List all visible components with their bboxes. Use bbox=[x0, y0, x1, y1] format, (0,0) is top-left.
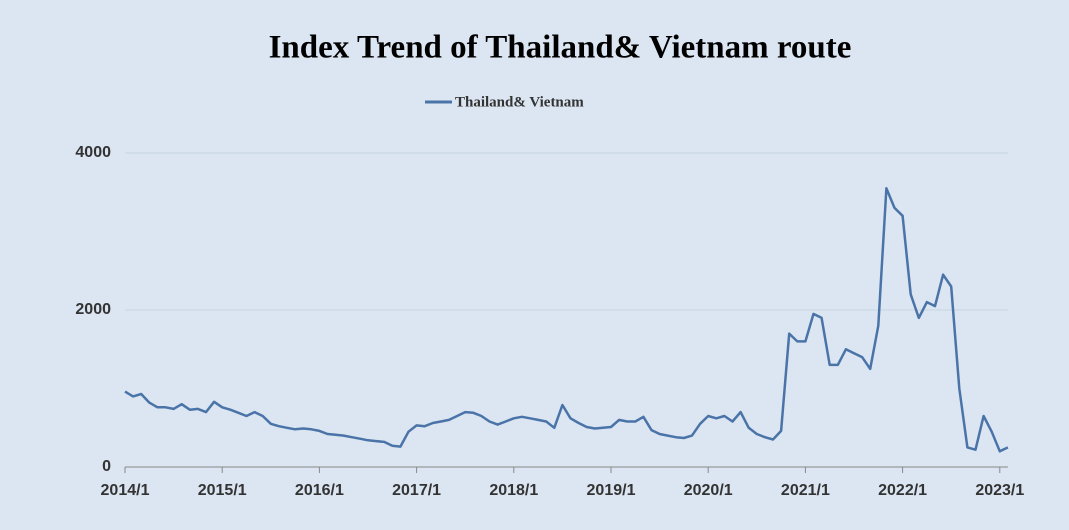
y-tick-label: 0 bbox=[102, 458, 111, 475]
y-tick-label: 2000 bbox=[75, 301, 111, 318]
x-tick-label: 2020/1 bbox=[684, 482, 733, 499]
x-tick-label: 2015/1 bbox=[198, 482, 247, 499]
x-tick-label: 2018/1 bbox=[489, 482, 538, 499]
chart-title: Index Trend of Thailand& Vietnam route bbox=[269, 30, 852, 66]
legend-label: Thailand& Vietnam bbox=[455, 94, 584, 110]
x-tick-label: 2019/1 bbox=[587, 482, 636, 499]
x-tick-label: 2023/1 bbox=[975, 482, 1024, 499]
x-tick-label: 2016/1 bbox=[295, 482, 344, 499]
x-tick-label: 2017/1 bbox=[392, 482, 441, 499]
x-tick-label: 2022/1 bbox=[878, 482, 927, 499]
x-tick-label: 2021/1 bbox=[781, 482, 830, 499]
y-tick-label: 4000 bbox=[75, 144, 111, 161]
x-tick-label: 2014/1 bbox=[101, 482, 150, 499]
series-line bbox=[124, 187, 1009, 453]
